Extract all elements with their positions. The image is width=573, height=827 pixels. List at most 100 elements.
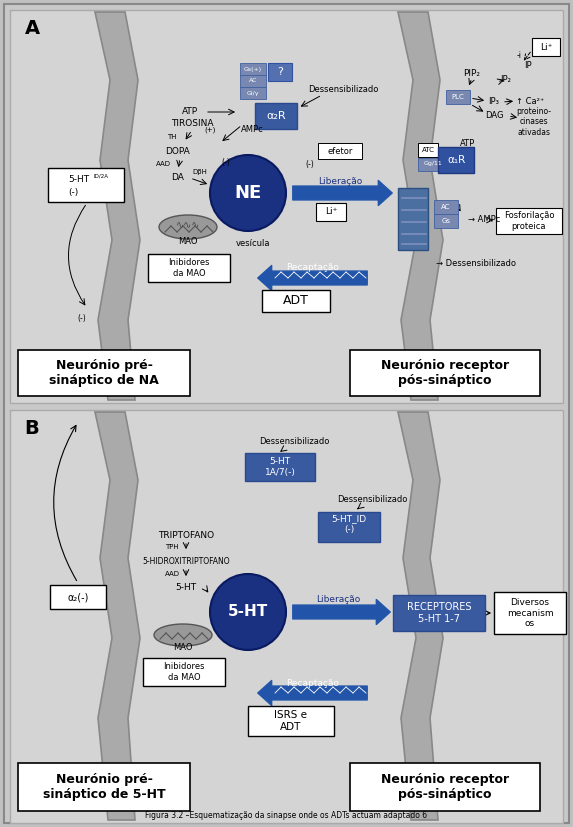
Polygon shape — [95, 12, 140, 400]
Text: Dessensibilizado: Dessensibilizado — [337, 495, 407, 504]
Text: ADT: ADT — [283, 294, 309, 308]
Text: AAD: AAD — [155, 161, 171, 167]
Text: Dessensibilizado: Dessensibilizado — [308, 85, 378, 94]
FancyBboxPatch shape — [350, 763, 540, 811]
Text: IP₃: IP₃ — [489, 98, 500, 107]
FancyBboxPatch shape — [418, 143, 438, 157]
Text: Gs(+): Gs(+) — [244, 66, 262, 71]
Text: DβH: DβH — [193, 169, 207, 175]
Text: Inibidores
da MAO: Inibidores da MAO — [168, 258, 210, 278]
Text: Recaptação: Recaptação — [286, 678, 339, 687]
FancyBboxPatch shape — [240, 75, 266, 87]
Text: MAO: MAO — [173, 643, 193, 653]
Text: Liberação: Liberação — [316, 595, 360, 605]
Text: IP₂: IP₂ — [501, 74, 512, 84]
Text: ?: ? — [277, 67, 283, 77]
Text: (-): (-) — [77, 313, 87, 323]
Text: ↑ Ca²⁺: ↑ Ca²⁺ — [516, 97, 544, 106]
FancyBboxPatch shape — [350, 350, 540, 396]
Text: ISRS e
ADT: ISRS e ADT — [274, 710, 308, 732]
FancyBboxPatch shape — [48, 168, 124, 202]
Text: TRIPTOFANO: TRIPTOFANO — [158, 530, 214, 539]
FancyBboxPatch shape — [418, 158, 448, 171]
Text: 5-HT: 5-HT — [68, 175, 89, 184]
FancyBboxPatch shape — [262, 290, 330, 312]
FancyBboxPatch shape — [10, 10, 563, 403]
FancyBboxPatch shape — [148, 254, 230, 282]
Text: Gs: Gs — [442, 218, 450, 224]
Text: RECEPTORES
5-HT 1-7: RECEPTORES 5-HT 1-7 — [407, 602, 471, 624]
Text: IP: IP — [524, 60, 532, 69]
Text: ∿∿∿: ∿∿∿ — [176, 220, 200, 230]
FancyBboxPatch shape — [318, 143, 362, 159]
Text: Liberação: Liberação — [318, 176, 362, 185]
Text: efetor: efetor — [327, 146, 353, 155]
Text: AAD: AAD — [164, 571, 179, 577]
Text: Neurónio receptor
pós-sináptico: Neurónio receptor pós-sináptico — [381, 773, 509, 801]
FancyBboxPatch shape — [438, 147, 474, 173]
FancyBboxPatch shape — [398, 188, 428, 250]
Text: Figura 3.2 –Esquematização da sinapse onde os ADTs actuam adaptado 6: Figura 3.2 –Esquematização da sinapse on… — [145, 811, 427, 820]
FancyBboxPatch shape — [393, 595, 485, 631]
Text: → AMPc: → AMPc — [468, 216, 500, 224]
FancyBboxPatch shape — [245, 453, 315, 481]
Text: ATP: ATP — [182, 108, 198, 117]
Text: Inibidores
da MAO: Inibidores da MAO — [163, 662, 205, 681]
Ellipse shape — [159, 215, 217, 239]
Text: PIP₂: PIP₂ — [464, 69, 481, 78]
FancyBboxPatch shape — [496, 208, 562, 234]
Text: (-): (-) — [222, 159, 230, 168]
Text: ATC: ATC — [422, 147, 434, 153]
Text: AC: AC — [441, 204, 451, 210]
Text: α₂R: α₂R — [266, 111, 286, 121]
Text: (-): (-) — [68, 188, 79, 197]
Text: (-): (-) — [305, 160, 315, 170]
Text: DA: DA — [171, 174, 185, 183]
FancyBboxPatch shape — [248, 706, 334, 736]
Ellipse shape — [154, 624, 212, 646]
Text: PLC: PLC — [452, 94, 464, 100]
Text: Gi/γ: Gi/γ — [247, 90, 259, 95]
Text: DOPA: DOPA — [166, 147, 190, 156]
Circle shape — [210, 155, 286, 231]
Text: TPH: TPH — [165, 544, 179, 550]
Circle shape — [210, 574, 286, 650]
FancyBboxPatch shape — [268, 63, 292, 81]
Text: -i: -i — [516, 50, 521, 60]
Text: Dessensibilizado: Dessensibilizado — [259, 437, 329, 447]
Text: ID/2A: ID/2A — [94, 174, 109, 179]
FancyBboxPatch shape — [10, 410, 563, 823]
Text: 5-HT_ID
(-): 5-HT_ID (-) — [331, 514, 367, 533]
Text: (+): (+) — [205, 127, 215, 133]
Text: Recaptação: Recaptação — [286, 264, 339, 273]
Text: Neurónio receptor
pós-sináptico: Neurónio receptor pós-sináptico — [381, 359, 509, 387]
Text: NE: NE — [234, 184, 262, 202]
Text: DAG: DAG — [485, 112, 503, 121]
Polygon shape — [95, 412, 140, 820]
FancyBboxPatch shape — [143, 658, 225, 686]
Text: 5-HT
1A/7(-): 5-HT 1A/7(-) — [265, 457, 296, 476]
FancyBboxPatch shape — [255, 103, 297, 129]
FancyBboxPatch shape — [50, 585, 106, 609]
Text: A: A — [25, 18, 40, 37]
Text: Li⁺: Li⁺ — [325, 208, 337, 217]
Text: vesícula: vesícula — [236, 238, 270, 247]
Text: Gg/11: Gg/11 — [423, 161, 442, 166]
FancyBboxPatch shape — [446, 90, 470, 104]
Text: Neurónio pré-
sináptico de NA: Neurónio pré- sináptico de NA — [49, 359, 159, 387]
Text: Diversos
mecanism
os: Diversos mecanism os — [507, 598, 554, 628]
Text: ATP: ATP — [460, 140, 476, 149]
FancyBboxPatch shape — [240, 63, 266, 75]
Text: Li⁺: Li⁺ — [540, 42, 552, 51]
Polygon shape — [398, 412, 443, 820]
FancyBboxPatch shape — [4, 4, 569, 823]
Text: 5-HT: 5-HT — [175, 584, 197, 592]
Text: AMPc: AMPc — [241, 126, 264, 135]
Text: 5-HIDROXITRIPTOFANO: 5-HIDROXITRIPTOFANO — [142, 557, 230, 566]
Text: B: B — [25, 418, 40, 437]
Text: MAO: MAO — [178, 237, 198, 246]
Text: AC: AC — [249, 79, 257, 84]
FancyBboxPatch shape — [434, 214, 458, 228]
Text: Neurónio pré-
sináptico de 5-HT: Neurónio pré- sináptico de 5-HT — [42, 773, 166, 801]
Text: proteino-
cinases
ativadas: proteino- cinases ativadas — [516, 108, 551, 137]
